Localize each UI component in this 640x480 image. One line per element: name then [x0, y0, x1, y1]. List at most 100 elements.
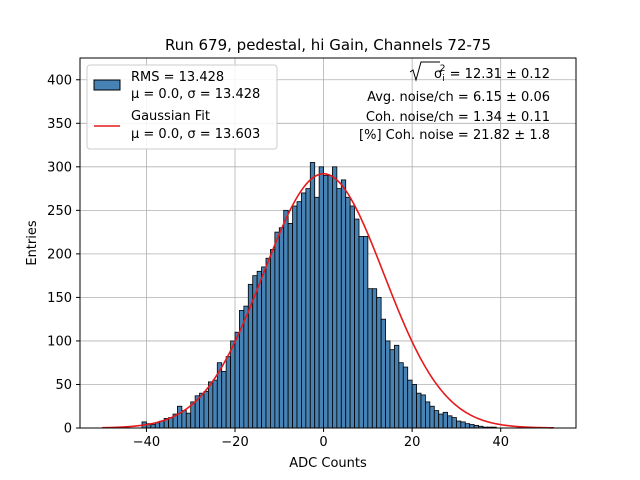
histogram-bar: [323, 175, 329, 429]
histogram-bar: [398, 362, 404, 429]
histogram-bar: [438, 413, 444, 429]
sigma-symbol: σ: [434, 67, 442, 82]
histogram-bar: [380, 318, 386, 429]
histogram-bar: [433, 410, 440, 429]
histogram-bar: [265, 257, 271, 429]
histogram-bar: [469, 424, 475, 429]
legend-histogram-stats: μ = 0.0, σ = 13.428: [131, 87, 260, 102]
histogram-bar: [345, 196, 351, 429]
histogram-bar: [442, 411, 448, 429]
histogram-bar: [340, 179, 347, 429]
y-tick-label: 200: [47, 247, 72, 262]
histogram-bar: [327, 175, 333, 429]
sigma-subscript: i: [442, 74, 445, 84]
histogram-bar: [256, 270, 262, 429]
histogram-bar: [270, 249, 276, 429]
histogram-bar: [305, 188, 311, 429]
histogram-bar: [150, 424, 156, 429]
x-tick-label: −40: [133, 435, 160, 450]
histogram-bar: [314, 196, 320, 429]
histogram-bar: [225, 356, 231, 429]
histogram-bars: [141, 162, 497, 429]
histogram-bar: [234, 331, 240, 429]
legend-box: [86, 64, 278, 150]
y-tick-label: 100: [47, 334, 72, 349]
sigma-superscript: 2: [440, 64, 446, 74]
annotation-sigma-sum: σi2 = 12.31 ± 0.12: [434, 64, 550, 84]
y-tick-label: 300: [47, 160, 72, 175]
y-tick-label: 50: [55, 378, 72, 393]
histogram-bar: [292, 205, 298, 429]
gaussian-fit-curve: [102, 172, 554, 429]
histogram-bar: [402, 366, 409, 429]
histogram-bar: [460, 421, 466, 429]
x-tick-label: 20: [404, 435, 421, 450]
histogram-bar: [309, 162, 316, 429]
histogram-bar: [212, 379, 218, 429]
y-tick-label: 150: [47, 291, 72, 306]
y-tick-label: 350: [47, 117, 72, 132]
y-tick-label: 0: [64, 422, 72, 437]
x-tick-label: −20: [221, 435, 248, 450]
histogram-bar: [456, 420, 462, 429]
histogram-bar: [278, 227, 285, 429]
histogram-bar: [411, 384, 417, 429]
histogram-bar: [425, 401, 431, 429]
annotation-avg-noise: Avg. noise/ch = 6.15 ± 0.06: [367, 90, 550, 105]
histogram-bar: [407, 379, 413, 429]
histogram-bar: [199, 392, 205, 429]
histogram-bar: [376, 297, 382, 429]
y-axis-ticks: 0 50 100 150 200 250 300 350 400: [47, 73, 80, 437]
histogram-bar: [296, 201, 302, 429]
histogram-bar: [447, 415, 453, 429]
histogram-bar: [385, 340, 391, 429]
x-tick-label: 0: [319, 435, 327, 450]
annotations: σi2 = 12.31 ± 0.12 Avg. noise/ch = 6.15 …: [359, 61, 550, 143]
histogram-bar: [349, 205, 355, 429]
y-tick-label: 250: [47, 204, 72, 219]
x-tick-label: 40: [492, 435, 509, 450]
legend-histogram-label: RMS = 13.428: [131, 70, 224, 85]
histogram-bar: [177, 405, 183, 429]
annotation-coh-noise-percent: [%] Coh. noise = 21.82 ± 1.8: [359, 128, 550, 143]
histogram-bar: [301, 192, 307, 429]
histogram-bar: [332, 166, 338, 429]
histogram-bar: [181, 410, 187, 429]
histogram-bar: [358, 236, 364, 429]
histogram-bar: [429, 405, 435, 429]
histogram-bar: [371, 288, 378, 429]
histogram-bar: [230, 340, 236, 429]
histogram-bar: [389, 349, 395, 429]
histogram-bar: [464, 423, 471, 429]
chart-title: Run 679, pedestal, hi Gain, Channels 72-…: [165, 36, 491, 54]
histogram-bar: [274, 231, 280, 429]
histogram-bar: [243, 305, 249, 429]
legend-histogram-swatch: [93, 79, 121, 91]
plot-frame: [79, 57, 577, 429]
histogram-bar: [283, 209, 289, 429]
histogram-bar: [451, 417, 457, 429]
histogram-bar: [221, 371, 227, 429]
histogram-bar: [318, 166, 324, 429]
histogram-bar: [363, 236, 369, 429]
histogram-bar: [367, 288, 373, 429]
histogram-bar: [203, 391, 209, 429]
x-axis-ticks: −40 −20 0 20 40: [133, 428, 509, 450]
histogram-bar: [154, 422, 161, 429]
legend-fit-stats: μ = 0.0, σ = 13.603: [131, 127, 260, 142]
legend: RMS = 13.428 μ = 0.0, σ = 13.428 Gaussia…: [86, 64, 278, 150]
sigma-sum-value: = 12.31 ± 0.12: [446, 67, 550, 82]
histogram-bar: [416, 392, 422, 429]
histogram-bar: [336, 188, 342, 429]
x-axis-label: ADC Counts: [289, 456, 367, 471]
y-axis-label: Entries: [25, 220, 40, 266]
histogram-bar: [354, 218, 360, 429]
sqrt-overbar: [409, 61, 440, 82]
histogram-bar: [394, 344, 400, 429]
annotation-coh-noise: Coh. noise/ch = 1.34 ± 0.11: [366, 110, 550, 125]
histogram-bar: [287, 223, 293, 429]
y-tick-label: 400: [47, 73, 72, 88]
histogram-bar: [261, 266, 267, 429]
histogram-bar: [420, 394, 426, 429]
